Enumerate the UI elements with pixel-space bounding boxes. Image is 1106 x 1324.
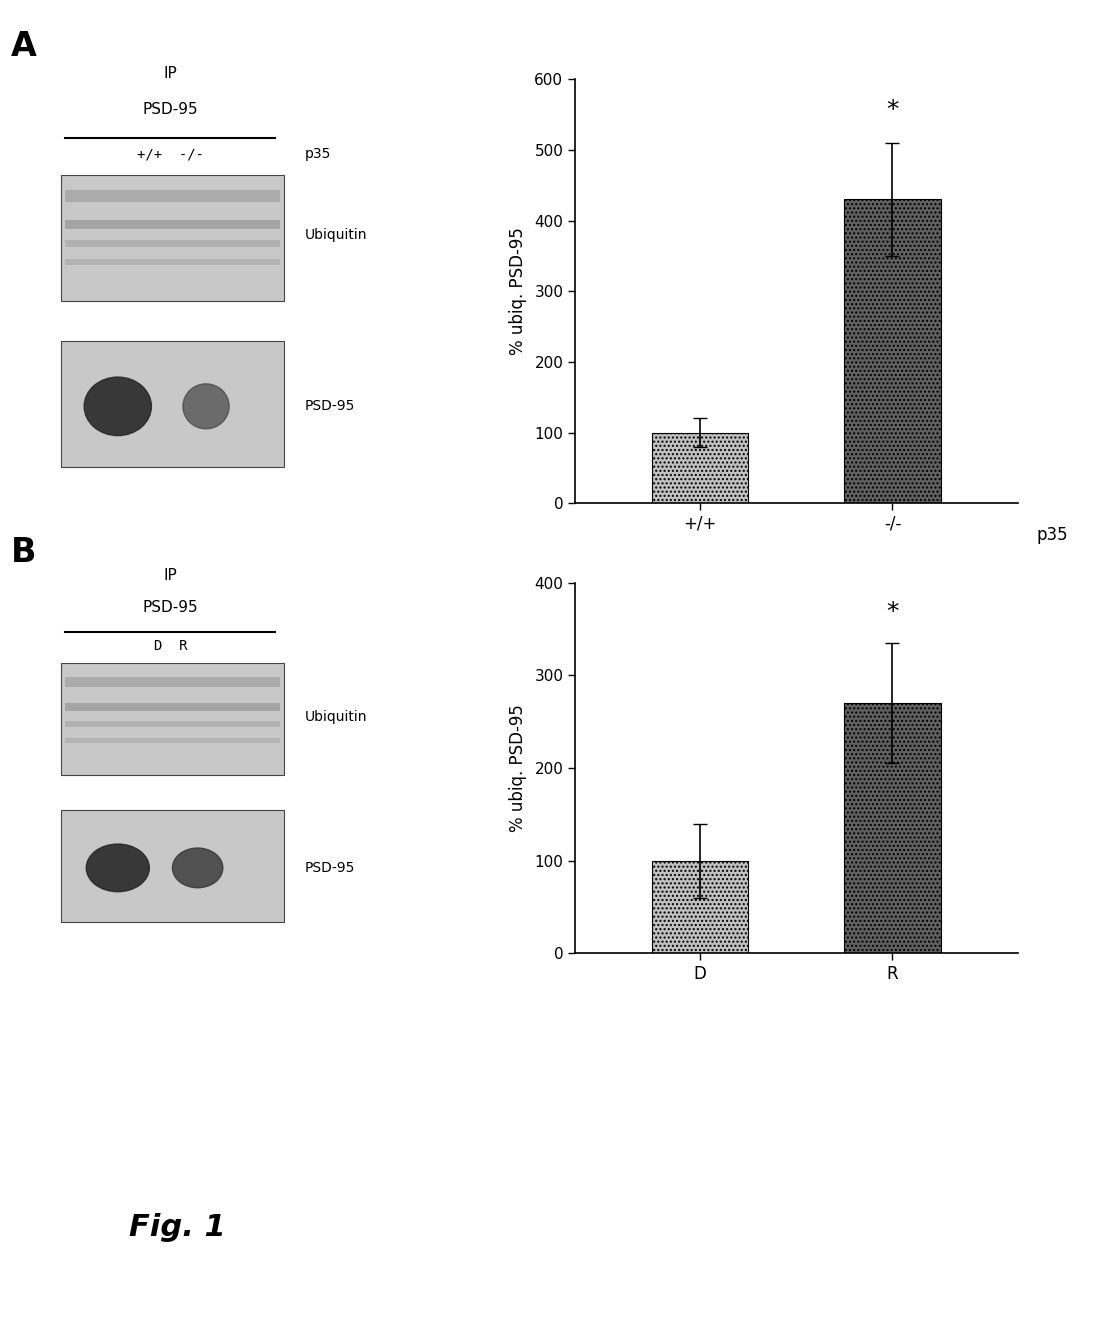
Text: IP: IP <box>164 568 177 583</box>
Bar <box>61 810 284 922</box>
Bar <box>61 663 284 775</box>
Ellipse shape <box>84 377 152 436</box>
Bar <box>61 342 284 467</box>
Text: *: * <box>886 600 899 624</box>
Text: PSD-95: PSD-95 <box>143 102 198 118</box>
Text: Ubiquitin: Ubiquitin <box>305 710 367 724</box>
Y-axis label: % ubiq. PSD-95: % ubiq. PSD-95 <box>510 704 528 831</box>
Bar <box>65 220 280 229</box>
Bar <box>65 737 280 743</box>
Bar <box>65 677 280 687</box>
Y-axis label: % ubiq. PSD-95: % ubiq. PSD-95 <box>510 228 528 355</box>
Text: Ubiquitin: Ubiquitin <box>305 228 367 242</box>
Text: D  R: D R <box>154 639 187 654</box>
Bar <box>653 433 749 503</box>
Text: *: * <box>886 98 899 122</box>
Bar <box>844 703 940 953</box>
Text: PSD-95: PSD-95 <box>305 861 355 875</box>
Ellipse shape <box>173 847 223 887</box>
Text: PSD-95: PSD-95 <box>305 400 355 413</box>
Ellipse shape <box>86 845 149 892</box>
Bar <box>65 260 280 265</box>
Text: PSD-95: PSD-95 <box>143 600 198 614</box>
Bar <box>65 720 280 727</box>
Bar <box>844 200 940 503</box>
Text: p35: p35 <box>1036 527 1068 544</box>
Bar <box>61 175 284 301</box>
Bar <box>653 861 749 953</box>
Text: Fig. 1: Fig. 1 <box>128 1213 226 1242</box>
Text: p35: p35 <box>305 147 331 162</box>
Text: A: A <box>11 30 36 64</box>
Text: +/+  -/-: +/+ -/- <box>137 147 204 162</box>
Bar <box>65 240 280 246</box>
Ellipse shape <box>182 384 229 429</box>
Bar <box>65 703 280 711</box>
Text: IP: IP <box>164 66 177 82</box>
Bar <box>65 191 280 201</box>
Text: B: B <box>11 536 36 569</box>
